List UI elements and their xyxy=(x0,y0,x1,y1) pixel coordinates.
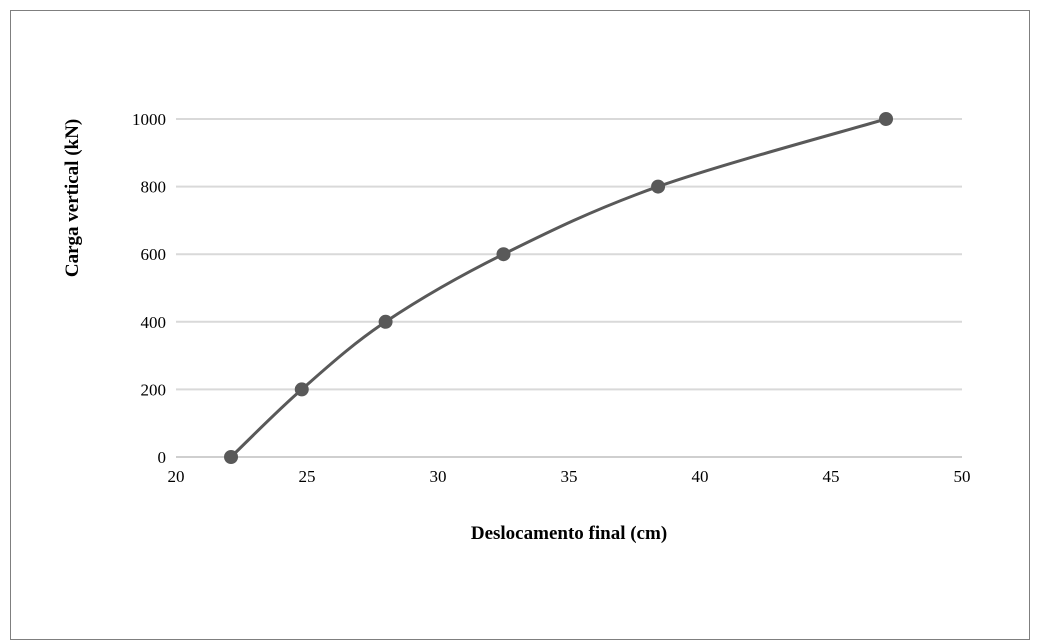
x-tick-label-6: 50 xyxy=(954,467,971,486)
data-point-5 xyxy=(879,112,894,126)
data-point-2 xyxy=(378,314,393,329)
series-line-0 xyxy=(229,117,888,459)
data-point-1 xyxy=(294,382,309,397)
y-axis-title: Carga vertical (kN) xyxy=(62,119,83,277)
y-tick-label-2: 400 xyxy=(141,313,167,332)
x-tick-label-4: 40 xyxy=(692,467,709,486)
data-point-4 xyxy=(651,179,666,194)
chart-frame xyxy=(10,10,1030,640)
series-group xyxy=(224,112,894,464)
x-tick-label-5: 45 xyxy=(823,467,840,486)
x-tick-labels: 20 25 30 35 40 45 50 xyxy=(168,467,971,486)
y-tick-label-0: 0 xyxy=(158,448,167,467)
y-tick-label-1: 200 xyxy=(141,380,167,399)
x-tick-label-3: 35 xyxy=(561,467,578,486)
x-tick-label-2: 30 xyxy=(430,467,447,486)
x-axis-title: Deslocamento final (cm) xyxy=(471,523,667,544)
data-point-3 xyxy=(496,247,511,262)
data-point-0 xyxy=(224,450,239,464)
y-tick-label-3: 600 xyxy=(141,245,167,264)
y-tick-label-4: 800 xyxy=(141,178,167,197)
gridlines xyxy=(176,118,962,391)
x-tick-label-0: 20 xyxy=(168,467,185,486)
y-tick-label-5: 1000 xyxy=(132,110,166,129)
y-tick-labels: 0 200 400 600 800 1000 xyxy=(132,110,166,467)
line-chart: 0 200 400 600 800 1000 20 25 30 35 40 45 50 Desloca… xyxy=(62,110,971,544)
x-tick-label-1: 25 xyxy=(299,467,316,486)
